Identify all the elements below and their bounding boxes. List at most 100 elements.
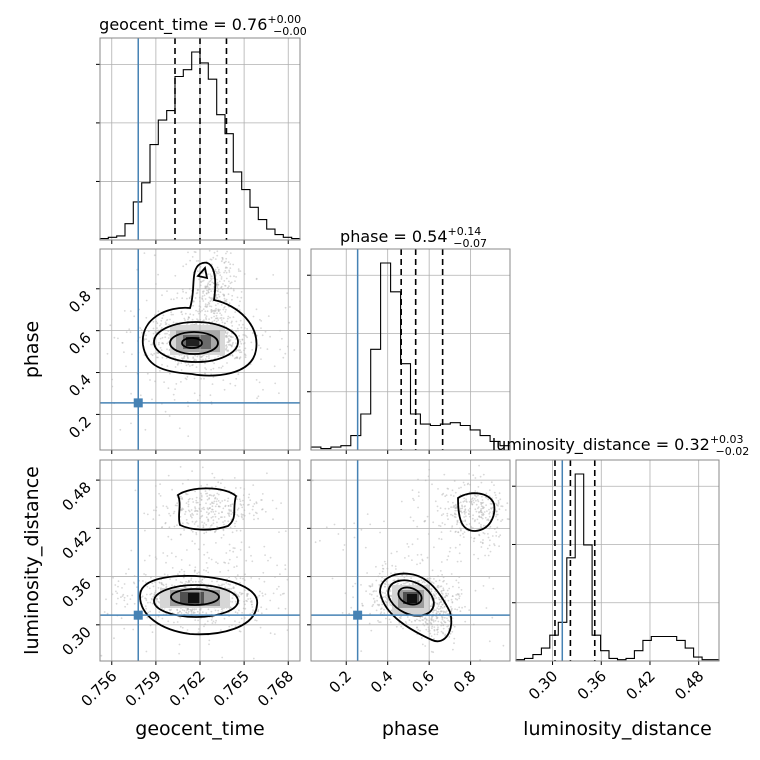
- sample-point: [132, 581, 135, 584]
- sample-point: [333, 523, 336, 526]
- sample-point: [434, 590, 436, 593]
- sample-point: [279, 594, 282, 596]
- sample-point: [195, 366, 198, 368]
- sample-point: [416, 538, 419, 540]
- sample-point: [461, 606, 463, 609]
- sample-point: [161, 336, 164, 339]
- sample-point: [216, 285, 219, 288]
- sample-point: [234, 311, 237, 313]
- sample-point: [433, 629, 436, 632]
- sample-point: [376, 599, 378, 602]
- sample-point: [279, 348, 281, 351]
- sample-point: [192, 514, 195, 516]
- sample-point: [197, 312, 200, 315]
- sample-point: [194, 542, 196, 545]
- sample-point: [187, 503, 190, 506]
- sample-point: [249, 597, 252, 600]
- sample-point: [436, 603, 439, 605]
- sample-point: [177, 611, 180, 614]
- sample-point: [497, 503, 500, 505]
- sample-point: [234, 522, 236, 525]
- sample-point: [241, 506, 244, 509]
- sample-point: [192, 501, 195, 503]
- sample-point: [177, 573, 179, 576]
- sample-point: [465, 511, 467, 514]
- x-tick-label-phase: 0.8: [450, 667, 480, 697]
- sample-point: [190, 509, 193, 511]
- sample-point: [436, 633, 439, 636]
- sample-point: [228, 271, 231, 273]
- sample-point: [193, 392, 196, 395]
- sample-point: [348, 612, 351, 615]
- sample-point: [239, 529, 242, 532]
- sample-point: [188, 297, 191, 300]
- sample-point: [252, 514, 255, 517]
- sample-point: [213, 362, 216, 365]
- sample-point: [480, 502, 483, 504]
- sample-point: [414, 619, 416, 622]
- sample-point: [474, 490, 477, 492]
- sample-point: [238, 498, 241, 501]
- sample-point: [219, 291, 222, 294]
- sample-point: [456, 520, 459, 523]
- sample-point: [181, 482, 184, 485]
- sample-point: [461, 511, 463, 514]
- sample-point: [237, 270, 240, 272]
- sample-point: [185, 518, 188, 521]
- sample-point: [451, 630, 454, 633]
- sample-point: [262, 571, 265, 574]
- sample-point: [181, 609, 184, 611]
- sample-point: [225, 582, 228, 584]
- sample-point: [103, 611, 106, 613]
- sample-point: [151, 354, 154, 357]
- sample-point: [225, 260, 227, 263]
- sample-point: [225, 271, 228, 274]
- sample-point: [468, 510, 471, 513]
- sample-point: [211, 281, 214, 284]
- sample-point: [234, 338, 237, 340]
- sample-point: [438, 608, 440, 610]
- sample-point: [224, 311, 227, 313]
- sample-point: [148, 554, 151, 557]
- sample-point: [210, 494, 213, 497]
- sample-point: [172, 321, 175, 324]
- sample-point: [233, 587, 235, 589]
- sample-point: [224, 562, 227, 564]
- sample-point: [200, 515, 203, 518]
- sample-point: [217, 500, 220, 502]
- sample-point: [152, 320, 155, 323]
- sample-point: [416, 554, 419, 556]
- sample-point: [205, 317, 207, 319]
- sample-point: [375, 590, 377, 592]
- truth-marker: [133, 610, 143, 620]
- sample-point: [161, 294, 163, 297]
- sample-point: [404, 582, 406, 585]
- sample-point: [454, 491, 457, 494]
- sample-point: [229, 252, 232, 255]
- sample-point: [213, 476, 216, 479]
- sample-point: [173, 399, 176, 401]
- sample-point: [447, 619, 449, 622]
- sample-point: [496, 510, 498, 513]
- sample-point: [185, 291, 188, 294]
- sample-point: [261, 334, 264, 337]
- sample-point: [152, 332, 155, 335]
- sample-point: [477, 500, 480, 503]
- sample-point: [432, 593, 435, 595]
- sample-point: [230, 281, 233, 284]
- sample-point: [231, 354, 234, 356]
- sample-point: [453, 642, 455, 645]
- sample-point: [166, 342, 169, 345]
- sample-point: [408, 583, 411, 586]
- sample-point: [364, 546, 367, 549]
- sample-point: [284, 306, 287, 309]
- x-tick-label-geocent_time: 0.768: [254, 667, 297, 710]
- sample-point: [204, 285, 207, 288]
- sample-point: [121, 595, 124, 597]
- sample-point: [259, 318, 261, 321]
- sample-point: [449, 632, 452, 635]
- sample-point: [176, 504, 178, 507]
- sample-point: [459, 507, 462, 510]
- sample-point: [421, 615, 424, 618]
- sample-point: [450, 598, 453, 601]
